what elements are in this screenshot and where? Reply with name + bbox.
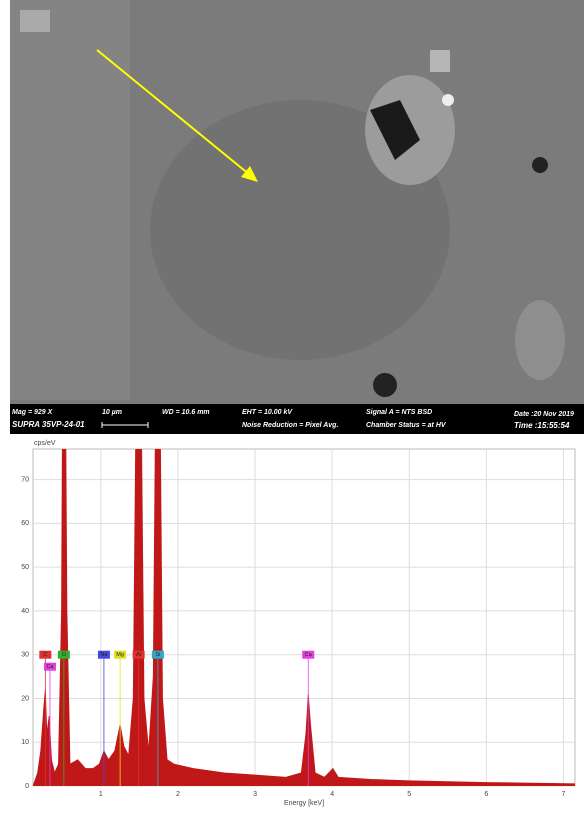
y-tick-label: 20: [21, 695, 29, 702]
x-tick-label: 3: [253, 791, 257, 798]
y-tick-label: 40: [21, 608, 29, 615]
x-tick-label: 2: [176, 791, 180, 798]
y-tick-label: 70: [21, 476, 29, 483]
x-tick-label: 6: [484, 791, 488, 798]
y-tick-label: 10: [21, 739, 29, 746]
x-tick-label: 4: [330, 791, 334, 798]
y-tick-label: 30: [21, 652, 29, 659]
plot-area: [33, 449, 575, 786]
element-label: Al: [136, 652, 141, 658]
page: Mag = 929 X SUPRA 35VP-24-01 10 µm WD = …: [0, 0, 584, 809]
info-bar: Mag = 929 X SUPRA 35VP-24-01 10 µm WD = …: [10, 404, 584, 434]
y-tick-label: 50: [21, 564, 29, 571]
x-tick-label: 1: [99, 791, 103, 798]
x-tick-label: 5: [407, 791, 411, 798]
info-text: Date :20 Nov 2019: [514, 411, 574, 418]
x-tick-label: 7: [561, 791, 565, 798]
element-label: O: [62, 652, 67, 658]
y-axis-label: cps/eV: [34, 440, 56, 447]
element-label: Ca: [305, 652, 313, 658]
sem-image: [10, 0, 584, 404]
element-label: Na: [100, 652, 108, 658]
info-text: Time :15:55:54: [514, 421, 570, 430]
info-text: Noise Reduction = Pixel Avg.: [242, 422, 338, 429]
y-tick-label: 60: [21, 520, 29, 527]
element-label: Si: [155, 652, 160, 658]
info-text: Mag = 929 X: [12, 409, 54, 416]
element-label: C: [43, 652, 47, 658]
element-label: Mg: [116, 652, 124, 658]
info-text: Signal A = NTS BSD: [366, 409, 432, 416]
figure: Mag = 929 X SUPRA 35VP-24-01 10 µm WD = …: [0, 0, 584, 809]
info-text: SUPRA 35VP-24-01: [12, 420, 85, 429]
y-tick-label: 0: [25, 783, 29, 790]
info-text: Chamber Status = at HV: [366, 422, 447, 429]
info-text: 10 µm: [102, 409, 122, 416]
x-axis-label: Energy [keV]: [284, 800, 324, 807]
info-text: WD = 10.6 mm: [162, 409, 210, 416]
element-label: Ca: [46, 664, 54, 670]
info-text: EHT = 10.00 kV: [242, 409, 293, 416]
